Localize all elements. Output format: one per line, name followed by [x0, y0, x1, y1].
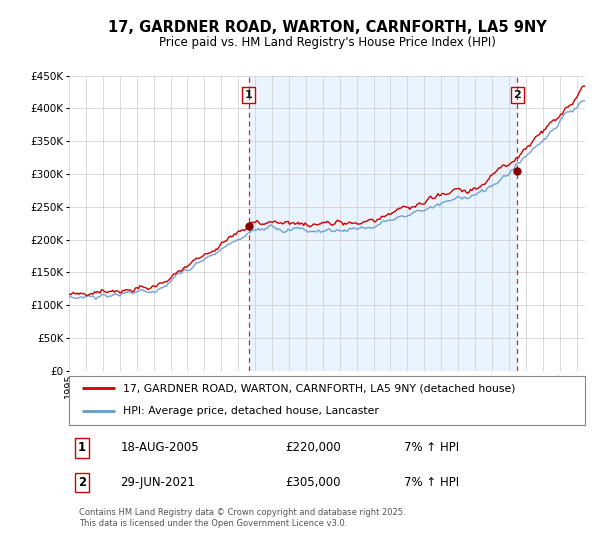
Text: Price paid vs. HM Land Registry's House Price Index (HPI): Price paid vs. HM Land Registry's House …: [158, 36, 496, 49]
Text: £220,000: £220,000: [286, 441, 341, 454]
Text: 2: 2: [513, 90, 521, 100]
Text: 29-JUN-2021: 29-JUN-2021: [121, 476, 196, 489]
Text: Contains HM Land Registry data © Crown copyright and database right 2025.
This d: Contains HM Land Registry data © Crown c…: [79, 507, 406, 528]
Text: 17, GARDNER ROAD, WARTON, CARNFORTH, LA5 9NY (detached house): 17, GARDNER ROAD, WARTON, CARNFORTH, LA5…: [123, 384, 515, 394]
Text: 2: 2: [78, 476, 86, 489]
Text: 7% ↑ HPI: 7% ↑ HPI: [404, 441, 460, 454]
Text: 18-AUG-2005: 18-AUG-2005: [121, 441, 199, 454]
Text: 1: 1: [78, 441, 86, 454]
Text: 1: 1: [245, 90, 253, 100]
Text: 7% ↑ HPI: 7% ↑ HPI: [404, 476, 460, 489]
Text: HPI: Average price, detached house, Lancaster: HPI: Average price, detached house, Lanc…: [123, 406, 379, 416]
Bar: [249, 76, 517, 371]
Text: £305,000: £305,000: [286, 476, 341, 489]
Text: 17, GARDNER ROAD, WARTON, CARNFORTH, LA5 9NY: 17, GARDNER ROAD, WARTON, CARNFORTH, LA5…: [107, 20, 547, 35]
